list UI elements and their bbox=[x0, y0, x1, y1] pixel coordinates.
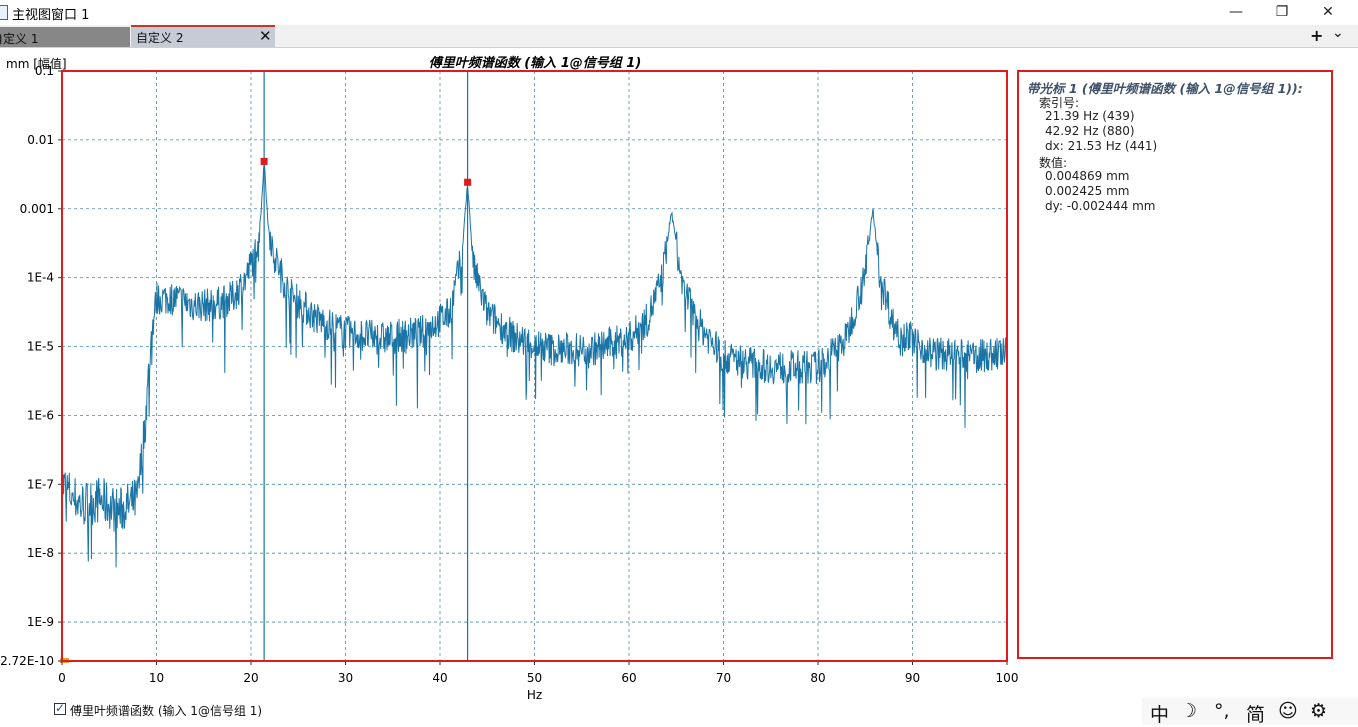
value-dy: dy: -0.002444 mm bbox=[1045, 199, 1155, 213]
cursor-marker[interactable] bbox=[261, 158, 268, 165]
x-tick-label: 80 bbox=[810, 671, 825, 685]
x-tick-label: 100 bbox=[996, 671, 1019, 685]
cursor-info-panel: 带光标 1 (傅里叶频谱函数 (输入 1@信号组 1)): 索引号: 21.39… bbox=[1017, 70, 1333, 659]
cursor-marker[interactable] bbox=[464, 179, 471, 186]
ime-chinese-mode[interactable]: 中 bbox=[1150, 700, 1169, 727]
ime-punctuation[interactable]: °, bbox=[1214, 700, 1230, 722]
x-tick-label: 30 bbox=[338, 671, 353, 685]
y-tick-label: 0.1 bbox=[35, 64, 54, 78]
ime-toolbar: 中 ☽ °, 简 ☺ ⚙ bbox=[1142, 698, 1358, 725]
x-tick-label: 0 bbox=[58, 671, 66, 685]
index-value-2: 42.92 Hz (880) bbox=[1045, 124, 1135, 138]
value-1: 0.004869 mm bbox=[1045, 169, 1129, 183]
y-tick-label: 1E-6 bbox=[27, 408, 54, 422]
y-tick-label: 2.72E-10 bbox=[0, 654, 54, 668]
index-dx: dx: 21.53 Hz (441) bbox=[1045, 139, 1157, 153]
y-tick-label: 0.01 bbox=[27, 133, 54, 147]
x-tick-label: 20 bbox=[243, 671, 258, 685]
y-tick-label: 0.001 bbox=[20, 202, 54, 216]
x-axis-label: Hz bbox=[527, 688, 542, 702]
index-value-1: 21.39 Hz (439) bbox=[1045, 109, 1135, 123]
y-tick-label: 1E-4 bbox=[27, 271, 54, 285]
x-tick-label: 10 bbox=[149, 671, 164, 685]
moon-icon[interactable]: ☽ bbox=[1180, 700, 1197, 722]
y-tick-label: 1E-8 bbox=[27, 546, 54, 560]
x-tick-label: 90 bbox=[905, 671, 920, 685]
ime-simplified[interactable]: 简 bbox=[1246, 700, 1265, 727]
x-tick-label: 40 bbox=[432, 671, 447, 685]
gear-icon[interactable]: ⚙ bbox=[1310, 700, 1327, 722]
value-2: 0.002425 mm bbox=[1045, 184, 1129, 198]
y-tick-label: 1E-9 bbox=[27, 615, 54, 629]
x-tick-label: 50 bbox=[527, 671, 542, 685]
legend-checkbox[interactable] bbox=[54, 703, 66, 715]
chart-cursors bbox=[60, 71, 471, 663]
chart-ticks: 0 10 20 30 40 50 60 70 80 90 100 0.1 0.01 0.001 1E-4 1E… bbox=[0, 64, 1018, 685]
legend-label: 傅里叶频谱函数 (输入 1@信号组 1) bbox=[70, 702, 262, 719]
emoji-icon[interactable]: ☺ bbox=[1278, 700, 1298, 722]
x-tick-label: 70 bbox=[716, 671, 731, 685]
y-tick-label: 1E-7 bbox=[27, 477, 54, 491]
chart-grid bbox=[62, 71, 1007, 661]
y-tick-label: 1E-5 bbox=[27, 340, 54, 354]
x-tick-label: 60 bbox=[621, 671, 636, 685]
